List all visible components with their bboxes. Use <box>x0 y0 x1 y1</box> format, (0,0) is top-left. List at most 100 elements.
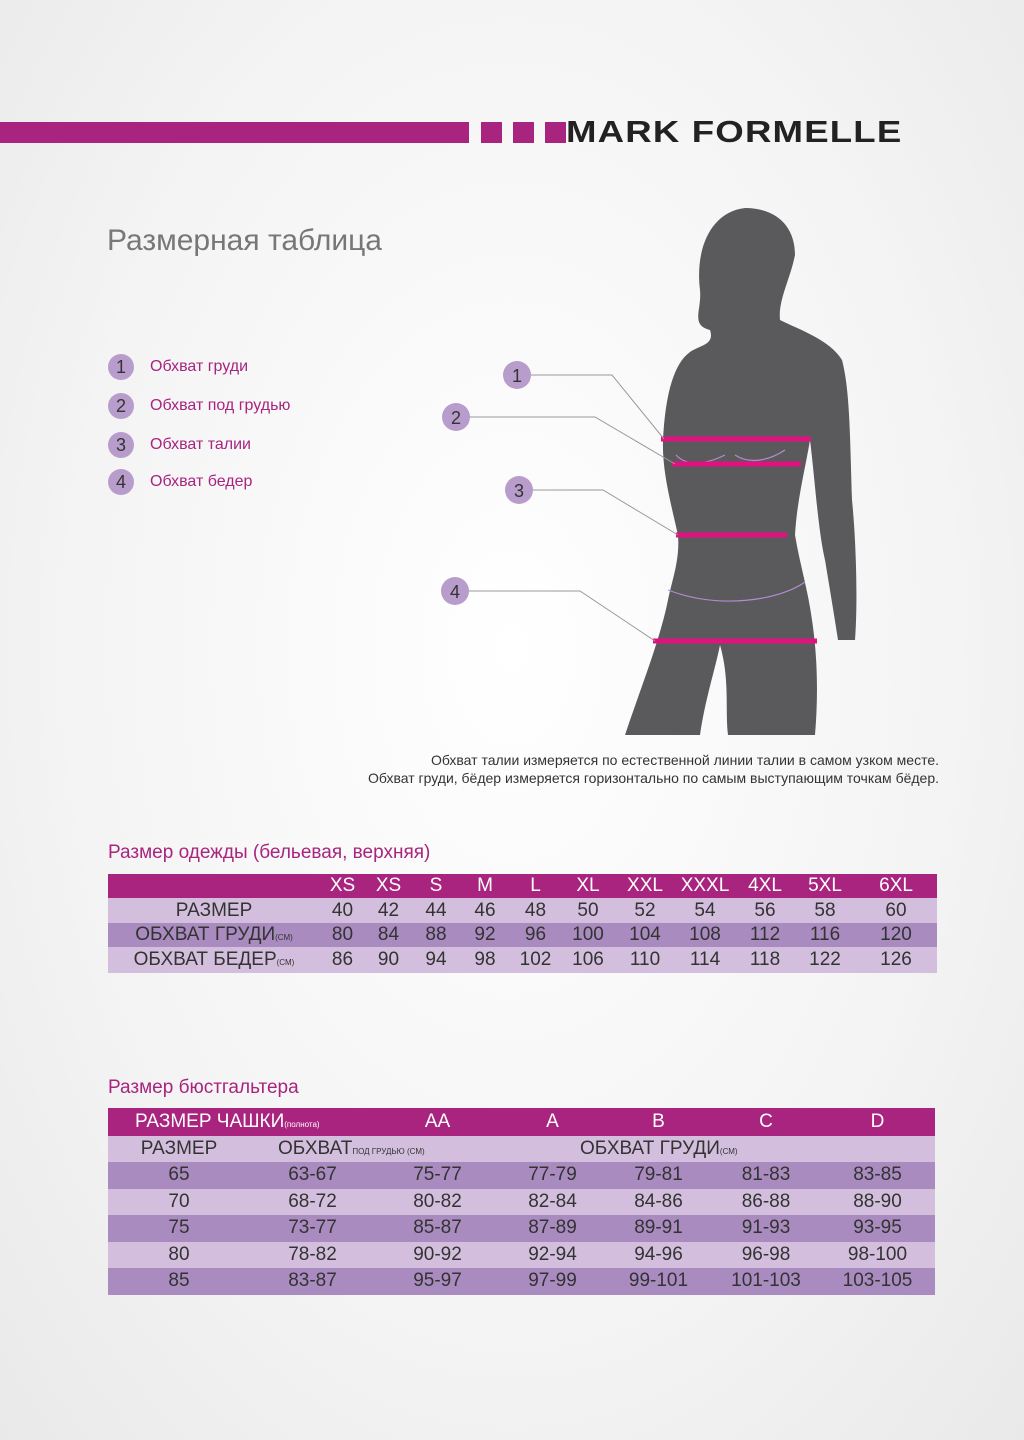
table-cell: 92 <box>460 923 510 947</box>
legend-item: 1 Обхват груди <box>108 354 248 380</box>
marker-2: 2 <box>108 393 134 419</box>
table-cell: 88 <box>412 923 460 947</box>
table-cell: 44 <box>412 898 460 923</box>
legend-label: Обхват под грудью <box>150 397 291 414</box>
row-label: РАЗМЕР <box>108 898 320 923</box>
size-letter-header: 4XL <box>735 874 795 898</box>
table-row: 70 68-72 80-82 82-84 84-86 86-88 88-90 <box>108 1188 935 1215</box>
table-cell: 56 <box>735 898 795 923</box>
underbust-header: ОБХВАТПОД ГРУДЬЮ (СМ) <box>250 1136 500 1162</box>
size-letter-header: M <box>460 874 510 898</box>
table-cell: 84 <box>365 923 412 947</box>
table-header-row: XS XS S M L XL XXL XXXL 4XL 5XL 6XL <box>108 874 937 898</box>
table-cell: 93-95 <box>820 1215 935 1242</box>
brand-square <box>481 122 502 143</box>
table-cell: 73-77 <box>250 1215 375 1242</box>
table-cell: 80-82 <box>375 1188 500 1215</box>
legend-label: Обхват груди <box>150 358 249 375</box>
brand-logo: MARK FORMELLE <box>566 114 903 149</box>
table-cell: 92-94 <box>500 1241 605 1268</box>
cup-header: C <box>712 1108 820 1136</box>
table-cell: 90-92 <box>375 1241 500 1268</box>
table-cell: 83-85 <box>820 1162 935 1189</box>
brand-square <box>545 122 566 143</box>
legend-item: 4 Обхват бедер <box>108 469 252 495</box>
table-cell: 68-72 <box>250 1188 375 1215</box>
bra-size-table: РАЗМЕР ЧАШКИ(полнота) AA A B C D РАЗМЕР ОБХВ… <box>108 1108 935 1295</box>
cup-header: D <box>820 1108 935 1136</box>
legend-label: Обхват бедер <box>150 473 253 490</box>
table-cell: 63-67 <box>250 1162 375 1189</box>
legend-label: Обхват талии <box>150 436 251 453</box>
legend-item: 2 Обхват под грудью <box>108 393 290 419</box>
table-cell: 94 <box>412 947 460 973</box>
table-cell: 77-79 <box>500 1162 605 1189</box>
table-cell: 75 <box>108 1215 250 1242</box>
table-cell: 108 <box>675 923 735 947</box>
table-cell: 46 <box>460 898 510 923</box>
table-cell: 96 <box>510 923 561 947</box>
callout-2: 2 <box>451 408 461 428</box>
marker-1: 1 <box>108 354 134 380</box>
table-cell: 103-105 <box>820 1268 935 1295</box>
page-title: Размерная таблица <box>107 224 382 257</box>
size-letter-header: XXXL <box>675 874 735 898</box>
table-row: ОБХВАТ БЕДЕР(СМ) 86 90 94 98 102 106 110 114 118 1… <box>108 947 937 973</box>
table-cell: 106 <box>561 947 615 973</box>
table-row: ОБХВАТ ГРУДИ(СМ) 80 84 88 92 96 100 104 108 112 11… <box>108 923 937 947</box>
size-letter-header: S <box>412 874 460 898</box>
size-letter-header: XXL <box>615 874 675 898</box>
size-header: РАЗМЕР <box>108 1136 250 1162</box>
legend-item: 3 Обхват талии <box>108 432 251 458</box>
cup-header: B <box>605 1108 712 1136</box>
clothing-size-table: XS XS S M L XL XXL XXXL 4XL 5XL 6XL РАЗМЕР 40 42 44 46… <box>108 874 937 973</box>
note-waist: Обхват талии измеряется по естественной … <box>430 752 939 768</box>
table-header-row: РАЗМЕР ЧАШКИ(полнота) AA A B C D <box>108 1108 935 1136</box>
table-cell: 75-77 <box>375 1162 500 1189</box>
size-letter-header: XS <box>365 874 412 898</box>
marker-3: 3 <box>108 432 134 458</box>
table-cell: 122 <box>795 947 855 973</box>
bra-section-title: Размер бюстгальтера <box>108 1077 299 1098</box>
size-letter-header: 6XL <box>855 874 937 898</box>
table-cell: 54 <box>675 898 735 923</box>
marker-4: 4 <box>108 469 134 495</box>
row-label: ОБХВАТ БЕДЕР(СМ) <box>108 947 320 973</box>
table-cell: 87-89 <box>500 1215 605 1242</box>
body-silhouette-illustration: 1 2 3 4 <box>441 208 857 735</box>
size-letter-header: XS <box>320 874 365 898</box>
table-cell: 60 <box>855 898 937 923</box>
brand-square <box>513 122 534 143</box>
brand-bar <box>0 122 469 143</box>
table-row: 85 83-87 95-97 97-99 99-101 101-103 103-105 <box>108 1268 935 1295</box>
table-cell: 85 <box>108 1268 250 1295</box>
callout-4: 4 <box>450 582 460 602</box>
table-cell: 101-103 <box>712 1268 820 1295</box>
table-cell: 90 <box>365 947 412 973</box>
table-cell: 88-90 <box>820 1188 935 1215</box>
table-cell: 83-87 <box>250 1268 375 1295</box>
table-cell: 91-93 <box>712 1215 820 1242</box>
table-cell: 99-101 <box>605 1268 712 1295</box>
row-label: ОБХВАТ ГРУДИ(СМ) <box>108 923 320 947</box>
table-cell: 82-84 <box>500 1188 605 1215</box>
table-cell: 40 <box>320 898 365 923</box>
table-cell: 110 <box>615 947 675 973</box>
table-cell: 79-81 <box>605 1162 712 1189</box>
table-cell: 98 <box>460 947 510 973</box>
cup-header: A <box>500 1108 605 1136</box>
table-row: 65 63-67 75-77 77-79 79-81 81-83 83-85 <box>108 1162 935 1189</box>
table-row: 80 78-82 90-92 92-94 94-96 96-98 98-100 <box>108 1241 935 1268</box>
callout-3: 3 <box>514 481 524 501</box>
table-cell: 80 <box>108 1241 250 1268</box>
table-cell: 104 <box>615 923 675 947</box>
table-cell: 78-82 <box>250 1241 375 1268</box>
table-cell: 114 <box>675 947 735 973</box>
table-cell: 97-99 <box>500 1268 605 1295</box>
table-cell: 126 <box>855 947 937 973</box>
table-cell: 81-83 <box>712 1162 820 1189</box>
table-cell: 116 <box>795 923 855 947</box>
table-cell: 50 <box>561 898 615 923</box>
size-letter-header: L <box>510 874 561 898</box>
table-subheader-row: РАЗМЕР ОБХВАТПОД ГРУДЬЮ (СМ) ОБХВАТ ГРУД… <box>108 1136 935 1162</box>
